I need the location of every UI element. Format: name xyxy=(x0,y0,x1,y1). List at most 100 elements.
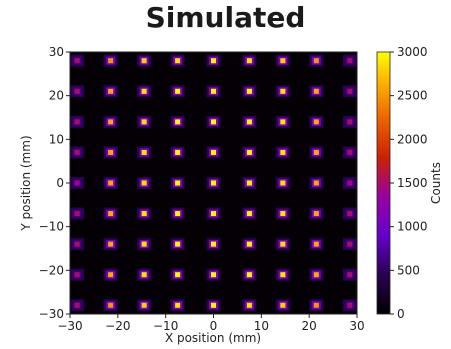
y-tick-label: −20 xyxy=(39,263,64,277)
x-tick-label: 0 xyxy=(210,319,218,333)
spot xyxy=(275,146,290,159)
x-tick-label: −20 xyxy=(105,319,130,333)
spot xyxy=(309,207,324,220)
spot xyxy=(342,177,357,189)
spot xyxy=(137,268,152,281)
spot xyxy=(103,268,118,281)
spot xyxy=(103,177,118,189)
spot xyxy=(309,115,324,128)
colorbar-label: Counts xyxy=(429,162,443,204)
spot xyxy=(309,54,324,67)
colorbar-tick-label: 0 xyxy=(397,307,405,321)
spot xyxy=(170,54,185,67)
spot xyxy=(206,268,221,281)
spot xyxy=(206,146,221,159)
spot xyxy=(103,299,118,312)
spot xyxy=(342,146,357,159)
colorbar xyxy=(376,51,391,315)
colorbar-tick-label: 2000 xyxy=(397,132,428,146)
y-tick-label: 20 xyxy=(49,89,64,103)
spot xyxy=(242,299,257,312)
spot xyxy=(242,85,257,98)
spot xyxy=(242,177,257,189)
spot xyxy=(170,115,185,128)
spot xyxy=(242,115,257,128)
x-ticks: −30 −20 −10 0 10 20 30 xyxy=(57,314,365,333)
spot xyxy=(275,177,290,189)
spot xyxy=(206,207,221,220)
spot xyxy=(342,85,357,98)
spot xyxy=(275,54,290,67)
spot xyxy=(137,177,152,189)
chart-title: Simulated xyxy=(145,1,306,34)
spot xyxy=(137,115,152,128)
spot xyxy=(242,238,257,251)
y-ticks: −30 −20 −10 0 10 20 30 xyxy=(39,45,70,321)
spot xyxy=(103,146,118,159)
colorbar-tick-label: 1000 xyxy=(397,220,428,234)
spot xyxy=(103,54,118,67)
spot xyxy=(275,238,290,251)
spot xyxy=(206,85,221,98)
spot xyxy=(342,268,357,281)
spot xyxy=(242,207,257,220)
y-tick-label: −30 xyxy=(39,307,64,321)
y-tick-label: 10 xyxy=(49,132,64,146)
spot xyxy=(103,115,118,128)
x-tick-label: 10 xyxy=(254,319,269,333)
spot xyxy=(137,238,152,251)
spot xyxy=(309,268,324,281)
colorbar-ticks: 0 500 1000 1500 2000 2500 3000 xyxy=(390,45,428,321)
colorbar-tick-label: 3000 xyxy=(397,45,428,59)
spot xyxy=(170,85,185,98)
spot xyxy=(103,238,118,251)
spot xyxy=(103,85,118,98)
spot xyxy=(275,299,290,312)
spot xyxy=(206,238,221,251)
spot xyxy=(70,146,85,159)
spot xyxy=(206,54,221,67)
x-tick-label: −10 xyxy=(153,319,178,333)
spot xyxy=(342,115,357,128)
x-tick-label: 30 xyxy=(349,319,364,333)
spot xyxy=(342,238,357,251)
spot xyxy=(342,54,357,67)
spot xyxy=(70,299,85,312)
spot xyxy=(309,238,324,251)
spot xyxy=(70,85,85,98)
spot xyxy=(206,115,221,128)
spot xyxy=(170,177,185,189)
spot xyxy=(170,238,185,251)
spot xyxy=(170,146,185,159)
y-tick-label: 30 xyxy=(49,45,64,59)
y-tick-label: −10 xyxy=(39,220,64,234)
spot xyxy=(275,207,290,220)
y-axis-label: Y position (mm) xyxy=(19,135,33,231)
colorbar-tick-label: 2500 xyxy=(397,89,428,103)
spot xyxy=(309,85,324,98)
spot xyxy=(137,85,152,98)
spot xyxy=(170,207,185,220)
spot xyxy=(242,268,257,281)
spot xyxy=(309,146,324,159)
spot xyxy=(137,299,152,312)
spot xyxy=(342,299,357,312)
spot xyxy=(170,299,185,312)
spot xyxy=(242,54,257,67)
spot xyxy=(70,238,85,251)
spot xyxy=(170,268,185,281)
x-tick-label: 20 xyxy=(302,319,317,333)
spot-layer xyxy=(70,54,357,312)
spot xyxy=(242,146,257,159)
spot xyxy=(137,146,152,159)
spot xyxy=(70,115,85,128)
spot xyxy=(275,85,290,98)
colorbar-tick-label: 500 xyxy=(397,263,420,277)
x-axis-label: X position (mm) xyxy=(165,331,261,345)
spot xyxy=(137,207,152,220)
spot xyxy=(206,299,221,312)
x-tick-label: −30 xyxy=(57,319,82,333)
spot xyxy=(309,177,324,189)
spot xyxy=(70,177,85,189)
